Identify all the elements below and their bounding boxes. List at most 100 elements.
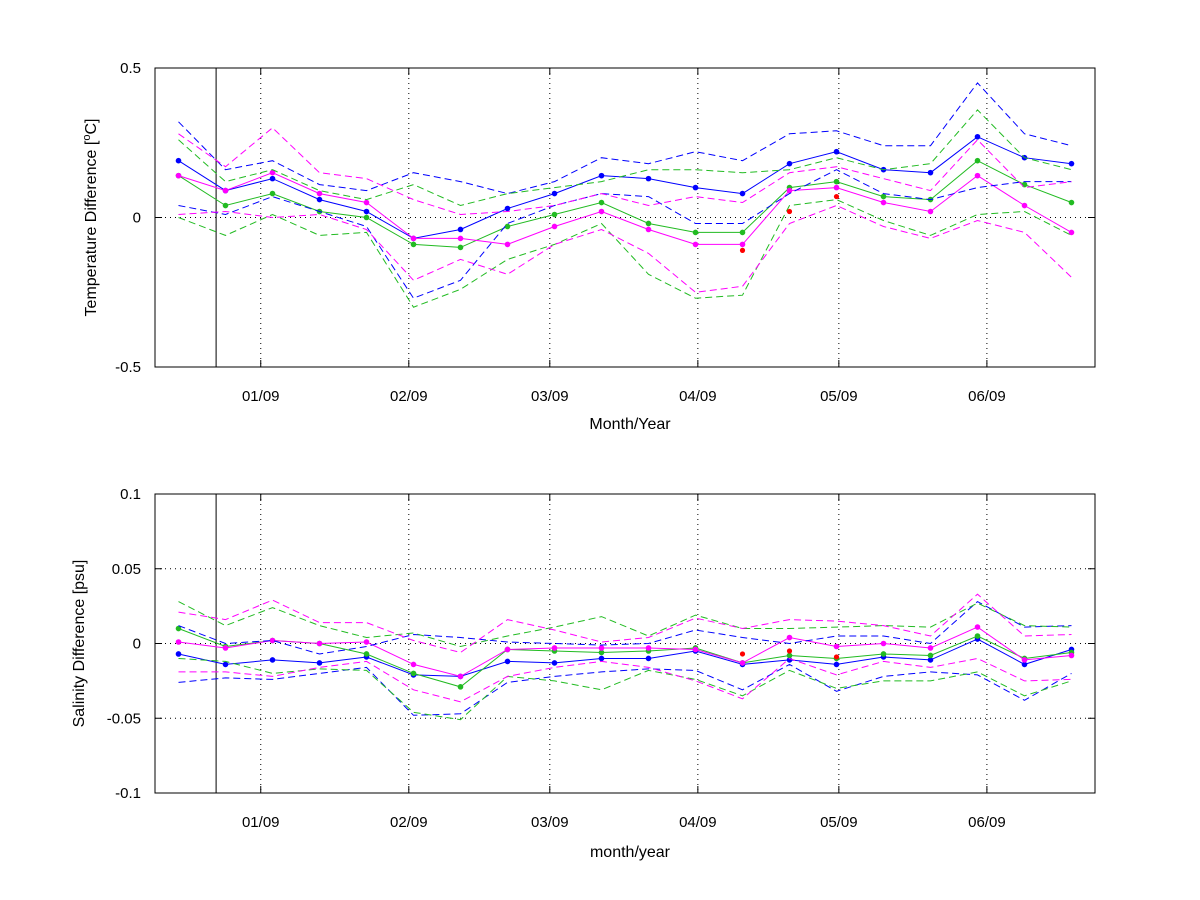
- data-point: [739, 190, 746, 197]
- data-point: [645, 226, 652, 233]
- series-line: [178, 136, 1072, 239]
- data-point: [739, 660, 746, 666]
- outlier-point: [833, 654, 840, 660]
- series-line: [178, 626, 1072, 677]
- data-point: [833, 178, 840, 185]
- data-point: [974, 172, 981, 179]
- data-point: [974, 157, 981, 164]
- data-point: [504, 223, 511, 230]
- x-tick-label: 06/09: [968, 814, 1006, 831]
- data-point: [598, 208, 605, 215]
- data-point: [598, 649, 605, 656]
- data-point: [363, 208, 370, 215]
- data-point: [316, 660, 323, 666]
- data-point: [833, 643, 840, 650]
- data-point: [269, 169, 276, 176]
- data-point: [833, 184, 840, 191]
- data-point: [269, 175, 276, 182]
- y-tick-label: -0.5: [115, 359, 141, 376]
- data-point: [410, 235, 417, 242]
- series-bound-line: [178, 658, 1072, 721]
- x-axis-label: month/year: [590, 844, 671, 861]
- data-point: [692, 229, 699, 236]
- data-point: [692, 241, 699, 248]
- outlier-point: [739, 247, 746, 253]
- data-point: [457, 244, 464, 251]
- data-point: [363, 214, 370, 221]
- data-point: [974, 633, 981, 639]
- data-point: [880, 199, 887, 206]
- series-bound-line: [178, 657, 1072, 703]
- data-point: [504, 646, 511, 653]
- y-tick-label: 0: [133, 636, 141, 653]
- data-point: [645, 655, 652, 662]
- data-point: [269, 190, 276, 197]
- x-tick-label: 05/09: [820, 388, 858, 405]
- series-bound-line: [178, 600, 1072, 655]
- data-point: [363, 651, 370, 657]
- data-point: [551, 190, 558, 197]
- outlier-point: [833, 193, 840, 200]
- series-line: [178, 628, 1072, 688]
- outlier-point: [786, 208, 793, 215]
- y-axis-label: Temperature Difference [oC]: [81, 119, 100, 317]
- x-tick-label: 03/09: [531, 388, 569, 405]
- data-point: [927, 208, 934, 215]
- x-tick-label: 01/09: [242, 388, 280, 405]
- data-point: [927, 645, 934, 651]
- data-point: [457, 226, 464, 233]
- data-point: [1021, 181, 1028, 188]
- data-point: [175, 157, 182, 164]
- data-point: [645, 645, 652, 651]
- data-point: [269, 657, 276, 663]
- x-tick-label: 02/09: [390, 388, 428, 405]
- outlier-point: [786, 648, 793, 654]
- x-tick-label: 04/09: [679, 814, 717, 831]
- data-point: [927, 652, 934, 659]
- series-line: [178, 172, 1072, 245]
- series-line: [178, 160, 1072, 248]
- data-point: [1021, 657, 1028, 663]
- series-bound-line: [178, 169, 1072, 299]
- data-point: [504, 658, 511, 665]
- y-tick-label: 0.5: [120, 60, 141, 77]
- data-point: [598, 645, 605, 651]
- data-point: [833, 661, 840, 668]
- data-point: [551, 645, 558, 651]
- series-bound-line: [178, 109, 1072, 207]
- data-point: [457, 235, 464, 242]
- data-point: [222, 645, 229, 651]
- data-point: [222, 187, 229, 194]
- data-point: [1021, 202, 1028, 209]
- data-point: [1068, 160, 1075, 167]
- data-point: [1068, 229, 1075, 236]
- data-point: [316, 196, 323, 203]
- series-bound-line: [178, 601, 1072, 648]
- data-point: [692, 184, 699, 191]
- data-point: [457, 673, 464, 680]
- data-point: [316, 190, 323, 197]
- salinity-panel: 01/09 02/09 03/09 04/09 05/09 06/09 0.1 0.05 0 -0…: [71, 486, 1096, 861]
- y-tick-label: 0.05: [112, 561, 141, 578]
- data-point: [175, 639, 182, 645]
- data-point: [786, 187, 793, 194]
- data-point: [739, 229, 746, 236]
- data-point: [504, 205, 511, 212]
- y-tick-label: -0.1: [115, 785, 141, 802]
- data-point: [974, 624, 981, 630]
- data-point: [551, 223, 558, 230]
- data-point: [739, 241, 746, 248]
- x-tick-label: 06/09: [968, 388, 1006, 405]
- y-axis-label: Salinity Difference [psu]: [71, 560, 88, 728]
- x-axis-label: Month/Year: [589, 416, 671, 433]
- outlier-point: [739, 651, 746, 657]
- x-tick-label: 05/09: [820, 814, 858, 831]
- series-bound-line: [178, 663, 1072, 716]
- y-tick-label: 0: [133, 210, 141, 227]
- data-point: [316, 640, 323, 647]
- data-point: [974, 133, 981, 140]
- data-point: [269, 637, 276, 644]
- data-point: [222, 661, 229, 668]
- data-point: [692, 646, 699, 653]
